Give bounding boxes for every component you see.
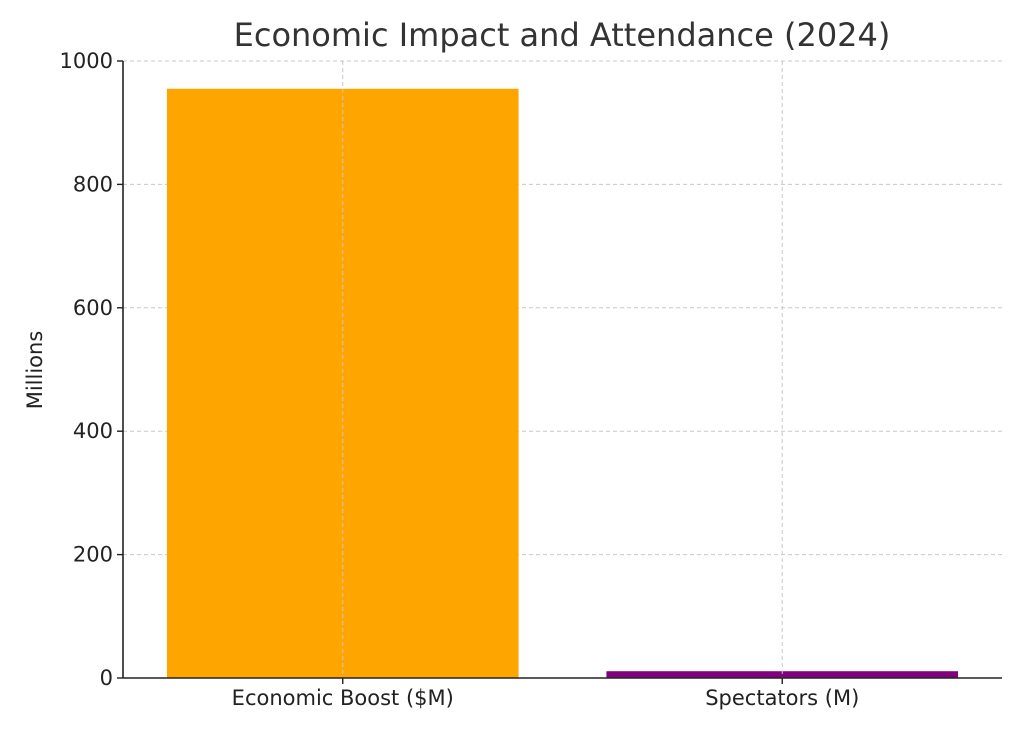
- y-tick-label: 400: [73, 419, 113, 443]
- y-tick-label: 1000: [60, 49, 113, 73]
- y-tick-label: 200: [73, 543, 113, 567]
- bar: [606, 671, 959, 678]
- x-ticks: Economic Boost ($M) Spectators (M): [232, 678, 859, 710]
- y-axis-label: Millions: [23, 331, 47, 410]
- chart-title: Economic Impact and Attendance (2024): [234, 16, 891, 54]
- axes: [122, 61, 1002, 679]
- y-tick-label: 800: [73, 172, 113, 196]
- x-tick-label: Economic Boost ($M): [232, 686, 454, 710]
- x-tick-label: Spectators (M): [705, 686, 859, 710]
- y-ticks: 0 200 400 600 800 1000: [60, 49, 123, 690]
- bars: [166, 88, 959, 678]
- y-tick-label: 600: [73, 296, 113, 320]
- y-tick-label: 0: [100, 666, 113, 690]
